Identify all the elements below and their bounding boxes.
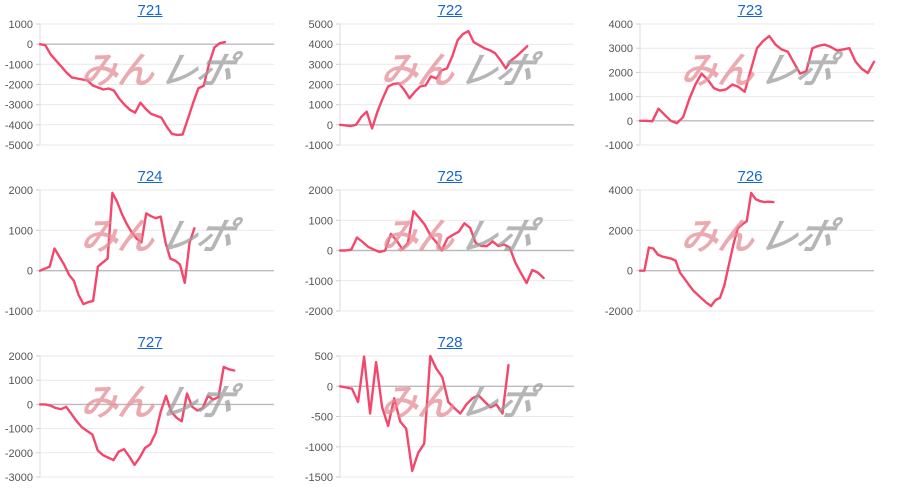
y-tick-label: 2000 — [609, 225, 633, 237]
chart-plot-area: 4000 3000 2000 1000 0 -1000 みんレポ — [600, 19, 900, 166]
y-tick-label: 2000 — [309, 80, 333, 92]
chart-canvas: 2000 1000 0 -1000 -2000 -3000 — [5, 351, 274, 484]
y-tick-label: -500 — [311, 412, 333, 424]
chart-title-link[interactable]: 722 — [437, 2, 463, 19]
chart-canvas: 2000 1000 0 -1000 — [5, 185, 274, 318]
chart-plot-area: 2000 1000 0 -1000 みんレポ — [0, 185, 300, 332]
chart-title-link[interactable]: 721 — [137, 2, 163, 19]
chart-canvas: 4000 3000 2000 1000 0 -1000 — [605, 19, 876, 152]
chart-canvas: 1000 0 -1000 -2000 -3000 -4000 -5000 — [5, 19, 274, 152]
y-tick-label: 1000 — [9, 19, 33, 31]
y-tick-label: -5000 — [5, 140, 33, 152]
y-tick-label: 0 — [627, 116, 633, 128]
chart-cell: 728 500 0 -500 -1000 -1500 みんレポ — [300, 332, 600, 498]
y-tick-label: 1000 — [309, 100, 333, 112]
chart-title-link[interactable]: 723 — [737, 2, 763, 19]
y-tick-label: -2000 — [5, 80, 33, 92]
chart-title-link[interactable]: 726 — [737, 168, 763, 185]
chart-cell: 726 4000 2000 0 -2000 みんレポ — [600, 166, 900, 332]
chart-title-row: 724 — [0, 166, 300, 188]
y-tick-label: 1000 — [609, 92, 633, 104]
y-tick-label: 1000 — [9, 375, 33, 387]
y-tick-label: -2000 — [305, 306, 333, 318]
chart-title-link[interactable]: 728 — [437, 334, 463, 351]
y-tick-label: 0 — [327, 381, 333, 393]
chart-cell: 722 5000 4000 3000 2000 1000 0 -1000 みんレポ — [300, 0, 600, 166]
data-line — [338, 354, 510, 473]
chart-plot-area: 1000 0 -1000 -2000 -3000 -4000 -5000 みんレポ — [0, 19, 300, 166]
chart-title-link[interactable]: 725 — [437, 168, 463, 185]
chart-cell: 724 2000 1000 0 -1000 みんレポ — [0, 166, 300, 332]
chart-canvas: 2000 1000 0 -1000 -2000 — [305, 185, 574, 318]
chart-title-row: 726 — [600, 166, 900, 188]
y-tick-label: -1000 — [5, 59, 33, 71]
chart-plot-area: 2000 1000 0 -1000 -2000 みんレポ — [300, 185, 600, 332]
y-tick-label: -1000 — [5, 306, 33, 318]
chart-canvas: 4000 2000 0 -2000 — [605, 185, 874, 318]
chart-plot-area: 2000 1000 0 -1000 -2000 -3000 みんレポ — [0, 351, 300, 498]
y-tick-label: 2000 — [9, 351, 33, 363]
y-tick-label: 0 — [27, 39, 33, 51]
data-line — [38, 40, 227, 137]
y-tick-label: -2000 — [605, 306, 633, 318]
y-tick-label: 2000 — [309, 185, 333, 197]
chart-title-row: 721 — [0, 0, 300, 22]
y-tick-label: 0 — [327, 120, 333, 132]
y-tick-label: -1000 — [605, 140, 633, 152]
y-tick-label: -1000 — [305, 140, 333, 152]
chart-title-row: 728 — [300, 332, 600, 354]
data-line — [638, 191, 775, 308]
y-tick-label: 1000 — [309, 215, 333, 227]
y-tick-label: -1000 — [5, 424, 33, 436]
chart-title-link[interactable]: 727 — [137, 334, 163, 351]
data-line — [638, 34, 876, 125]
y-tick-label: 0 — [627, 266, 633, 278]
chart-title-row: 727 — [0, 332, 300, 354]
y-tick-label: 2000 — [609, 67, 633, 79]
data-line — [38, 365, 236, 467]
y-tick-label: -2000 — [5, 448, 33, 460]
chart-title-row: 723 — [600, 0, 900, 22]
data-line — [338, 210, 545, 285]
y-tick-label: 0 — [27, 266, 33, 278]
chart-plot-area: 500 0 -500 -1000 -1500 みんレポ — [300, 351, 600, 498]
y-tick-label: -1500 — [305, 472, 333, 484]
y-tick-label: -1000 — [305, 442, 333, 454]
chart-canvas: 5000 4000 3000 2000 1000 0 -1000 — [305, 19, 574, 152]
y-tick-label: 4000 — [609, 185, 633, 197]
y-tick-label: 4000 — [609, 19, 633, 31]
y-tick-label: 500 — [315, 351, 333, 363]
chart-title-row: 725 — [300, 166, 600, 188]
y-tick-label: 3000 — [609, 43, 633, 55]
chart-cell: 721 1000 0 -1000 -2000 -3000 -4000 -5000 みんレポ — [0, 0, 300, 166]
data-line — [38, 191, 196, 306]
data-line — [338, 29, 529, 130]
chart-canvas: 500 0 -500 -1000 -1500 — [305, 351, 574, 484]
y-tick-label: -3000 — [5, 100, 33, 112]
y-tick-label: 5000 — [309, 19, 333, 31]
y-tick-label: 0 — [27, 399, 33, 411]
chart-plot-area: 5000 4000 3000 2000 1000 0 -1000 みんレポ — [300, 19, 600, 166]
chart-title-row: 722 — [300, 0, 600, 22]
chart-title-link[interactable]: 724 — [137, 168, 163, 185]
chart-plot-area: 4000 2000 0 -2000 みんレポ — [600, 185, 900, 332]
y-tick-label: -4000 — [5, 120, 33, 132]
y-tick-label: 0 — [327, 246, 333, 258]
y-tick-label: 1000 — [9, 225, 33, 237]
y-tick-label: -1000 — [305, 276, 333, 288]
chart-cell: 723 4000 3000 2000 1000 0 -1000 みんレポ — [600, 0, 900, 166]
y-tick-label: 4000 — [309, 39, 333, 51]
y-tick-label: -3000 — [5, 472, 33, 484]
chart-cell: 727 2000 1000 0 -1000 -2000 -3000 みんレポ — [0, 332, 300, 498]
y-tick-label: 3000 — [309, 59, 333, 71]
y-tick-label: 2000 — [9, 185, 33, 197]
chart-cell: 725 2000 1000 0 -1000 -2000 みんレポ — [300, 166, 600, 332]
